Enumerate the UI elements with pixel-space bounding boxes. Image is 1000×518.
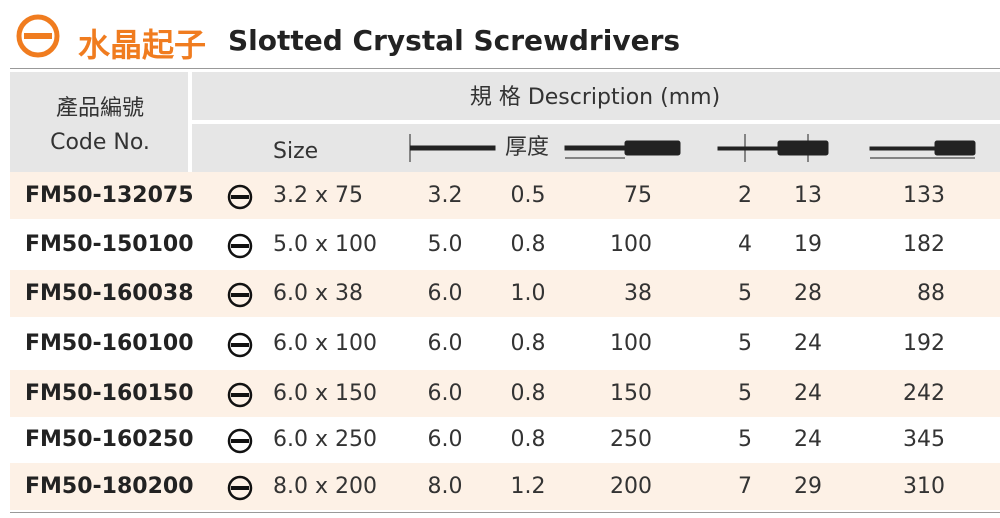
shank-cell: 24 xyxy=(794,427,822,452)
width-cell: 6.0 xyxy=(427,380,463,406)
title-en: Slotted Crystal Screwdrivers xyxy=(228,24,681,57)
total-cell: 88 xyxy=(917,280,945,306)
tip-cell: 5 xyxy=(738,380,752,406)
thickness-cell: 0.8 xyxy=(510,231,546,257)
table-row xyxy=(10,319,1000,368)
code-header-cell xyxy=(10,72,188,172)
code-header-zh: 產品編號 xyxy=(55,96,145,121)
shank-cell: 24 xyxy=(794,330,822,356)
code-header-en: Code No. xyxy=(50,130,150,155)
size-cell: 6.0 x 38 xyxy=(273,280,363,306)
tip-cell: 7 xyxy=(738,473,752,499)
total-cell: 192 xyxy=(903,330,945,356)
width-cell: 6.0 xyxy=(427,427,463,452)
size-cell: 5.0 x 100 xyxy=(273,231,377,257)
slot-icon xyxy=(227,428,253,454)
code-cell: FM50-160150 xyxy=(25,380,194,406)
code-cell: FM50-160038 xyxy=(25,280,194,306)
slot-icon xyxy=(227,233,253,258)
slot-icon xyxy=(16,14,60,58)
length-cell: 100 xyxy=(610,330,652,356)
length-cell: 250 xyxy=(610,427,652,452)
table-row xyxy=(10,370,1000,417)
spec-header-cell xyxy=(192,72,1000,120)
thickness-cell: 1.0 xyxy=(510,280,546,306)
table-row xyxy=(10,221,1000,268)
total-cell: 182 xyxy=(903,231,945,257)
shank-cell: 24 xyxy=(794,380,822,406)
width-cell: 5.0 xyxy=(427,231,463,257)
code-cell: FM50-180200 xyxy=(25,473,194,499)
rule xyxy=(10,68,1000,69)
code-cell: FM50-160250 xyxy=(25,427,194,452)
length-cell: 100 xyxy=(610,231,652,257)
thickness-cell: 0.5 xyxy=(510,182,546,208)
thickness-cell: 0.8 xyxy=(510,380,546,406)
slot-icon xyxy=(227,475,253,500)
size-cell: 8.0 x 200 xyxy=(273,473,377,499)
size-cell: 6.0 x 250 xyxy=(273,427,377,452)
table-row xyxy=(10,419,1000,461)
shank-cell: 13 xyxy=(794,182,822,208)
shank-cell: 19 xyxy=(794,231,822,257)
shank-cell: 28 xyxy=(794,280,822,306)
width-cell: 6.0 xyxy=(427,280,463,306)
table-row xyxy=(10,270,1000,317)
tip-cell: 4 xyxy=(738,231,752,257)
thickness-cell: 1.2 xyxy=(510,473,546,499)
width-cell: 3.2 xyxy=(427,182,463,208)
length-cell: 200 xyxy=(610,473,652,499)
slot-icon xyxy=(227,382,253,407)
total-cell: 310 xyxy=(903,473,945,499)
dimension-icons xyxy=(409,134,976,162)
width-cell: 6.0 xyxy=(427,330,463,356)
rule xyxy=(10,512,1000,513)
total-cell: 345 xyxy=(903,427,945,452)
size-cell: 6.0 x 100 xyxy=(273,330,377,356)
slot-icon xyxy=(227,332,253,357)
spec-header: 規 格 Description (mm) xyxy=(469,85,721,110)
table-row xyxy=(10,463,1000,510)
slot-icon xyxy=(227,184,253,209)
length-cell: 38 xyxy=(624,280,652,306)
thickness-header: 厚度 xyxy=(504,135,550,160)
tip-cell: 5 xyxy=(738,330,752,356)
tip-cell: 5 xyxy=(738,280,752,306)
code-cell: FM50-150100 xyxy=(25,231,194,257)
table-row xyxy=(10,172,1000,219)
code-cell: FM50-132075 xyxy=(25,182,194,208)
length-cell: 150 xyxy=(610,380,652,406)
size-cell: 3.2 x 75 xyxy=(273,182,363,208)
code-cell: FM50-160100 xyxy=(25,330,194,356)
total-cell: 242 xyxy=(903,380,945,406)
length-cell: 75 xyxy=(624,182,652,208)
shank-cell: 29 xyxy=(794,473,822,499)
slot-icon xyxy=(227,282,253,307)
width-cell: 8.0 xyxy=(427,473,463,499)
thickness-cell: 0.8 xyxy=(510,427,546,452)
title-zh: 水晶起子 xyxy=(78,26,207,64)
tip-cell: 5 xyxy=(738,427,752,452)
total-cell: 133 xyxy=(903,182,945,208)
thickness-cell: 0.8 xyxy=(510,330,546,356)
tip-cell: 2 xyxy=(738,182,752,208)
size-cell: 6.0 x 150 xyxy=(273,380,377,406)
size-header: Size xyxy=(273,139,319,164)
